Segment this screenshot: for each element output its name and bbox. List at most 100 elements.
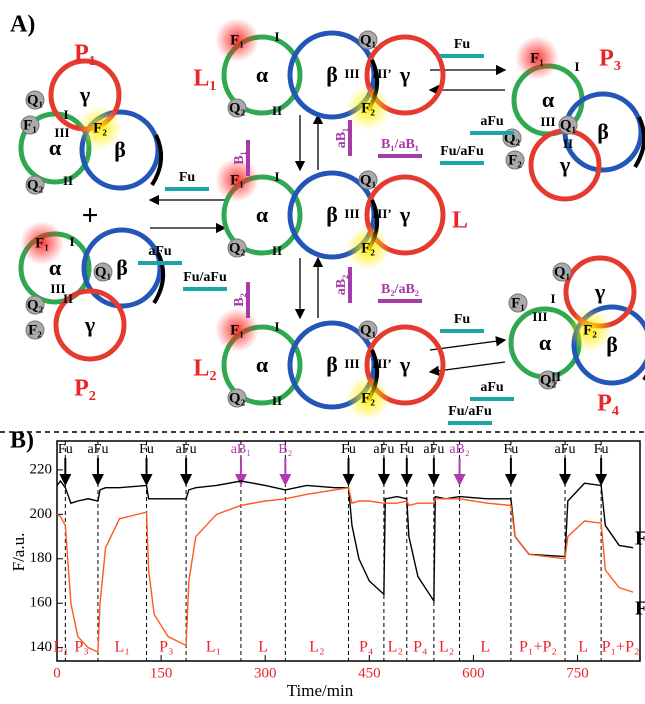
site <box>358 30 378 50</box>
state-label: L <box>578 639 588 656</box>
reagent-label: B₂ <box>232 293 247 307</box>
site-label: Q₂ <box>27 297 44 313</box>
x-tick-label: 450 <box>358 665 381 681</box>
site <box>25 295 45 315</box>
site-label: Q₁ <box>560 117 576 133</box>
ring-label: α <box>49 135 62 160</box>
strand <box>440 54 484 58</box>
state-label: L <box>258 639 268 656</box>
site-label: F₂ <box>583 322 597 338</box>
junction-label: III <box>532 309 547 324</box>
strand <box>165 187 209 191</box>
junction-label: I <box>63 107 68 122</box>
state-label: P₁+P₂ <box>519 639 557 656</box>
glow <box>20 221 64 265</box>
ring <box>287 320 377 410</box>
junction-label: I <box>550 291 555 306</box>
series-line <box>56 479 634 604</box>
junction-label: II <box>272 393 282 408</box>
x-tick-label: 300 <box>254 665 277 681</box>
event-label: aB₁ <box>231 442 251 457</box>
x-axis-label: Time/min <box>287 681 354 700</box>
state-label: P₄ <box>413 639 428 656</box>
ring <box>221 34 303 116</box>
glow <box>346 376 390 420</box>
panel-label: A) <box>10 12 35 38</box>
junction-label: III’ <box>372 206 392 221</box>
site <box>227 388 247 408</box>
state-label: P₃ <box>159 639 173 656</box>
reagent-label: aFu <box>480 114 504 129</box>
event-arrowhead <box>400 474 413 486</box>
event-arrowhead <box>91 474 104 486</box>
event-label: B₂ <box>278 442 292 457</box>
ring <box>364 174 446 256</box>
site-label: F₁ <box>230 172 244 188</box>
series-line <box>56 486 634 654</box>
event-arrowhead <box>504 474 517 486</box>
x-tick-label: 600 <box>462 665 485 681</box>
event-label: aFu <box>87 442 108 457</box>
strand <box>470 131 514 135</box>
site <box>558 115 578 135</box>
site <box>508 293 528 313</box>
site <box>93 262 113 282</box>
strand <box>448 421 492 425</box>
event-arrowhead <box>180 474 193 486</box>
site <box>20 115 40 135</box>
junction-label: II <box>272 243 282 258</box>
event-label: aFu <box>555 442 576 457</box>
ring-label: γ <box>399 352 410 377</box>
event-arrowhead <box>59 474 72 486</box>
ring-label: α <box>539 330 552 355</box>
site-label: Q₁ <box>27 92 43 108</box>
strand <box>378 154 422 158</box>
y-tick-label: 180 <box>30 550 53 566</box>
site <box>227 98 247 118</box>
junction-label: II <box>551 369 561 384</box>
ring <box>79 109 161 191</box>
glow <box>568 308 612 352</box>
y-tick-label: 200 <box>30 506 53 522</box>
state-label: L₂ <box>439 639 454 656</box>
reagent-label: aFu <box>148 244 172 259</box>
junction-label: I <box>574 59 579 74</box>
ring <box>53 288 127 362</box>
complex-name: P₄ <box>597 391 619 417</box>
ring <box>364 34 446 116</box>
ring-label: β <box>326 62 338 87</box>
reagent-label: Fu/aFu <box>440 144 484 159</box>
event-arrowhead <box>279 474 292 486</box>
site-label: F₁ <box>230 322 244 338</box>
series-label: F₂ <box>635 598 645 620</box>
junction-label: III <box>54 125 69 140</box>
ring <box>221 174 303 256</box>
strand <box>246 282 250 318</box>
y-tick-label: 160 <box>30 595 53 611</box>
site-label: F₁ <box>230 32 244 48</box>
event-label: Fu <box>139 442 154 457</box>
ring-label: α <box>256 202 269 227</box>
state-label: L₂ <box>309 639 324 656</box>
glow <box>78 106 122 150</box>
reagent-label: Fu <box>179 170 196 185</box>
site-label: F₂ <box>93 120 107 136</box>
event-arrowhead <box>453 474 466 486</box>
ring-label: β <box>597 119 609 144</box>
ring <box>221 324 303 406</box>
site-label: Q₁ <box>554 264 570 280</box>
site-label: Q₂ <box>540 372 557 388</box>
site-label: Q₂ <box>229 390 246 406</box>
site <box>227 238 247 258</box>
glow <box>346 86 390 130</box>
state-label: L₁ <box>115 639 130 656</box>
event-label: aFu <box>373 442 394 457</box>
reagent-label: B₂/aB₂ <box>381 282 419 297</box>
site-label: Q₁ <box>360 172 376 188</box>
ring <box>287 170 377 260</box>
strand <box>183 287 227 291</box>
site-label: Q₁ <box>95 264 111 280</box>
event-label: Fu <box>594 442 609 457</box>
event-label: Fu <box>58 442 73 457</box>
